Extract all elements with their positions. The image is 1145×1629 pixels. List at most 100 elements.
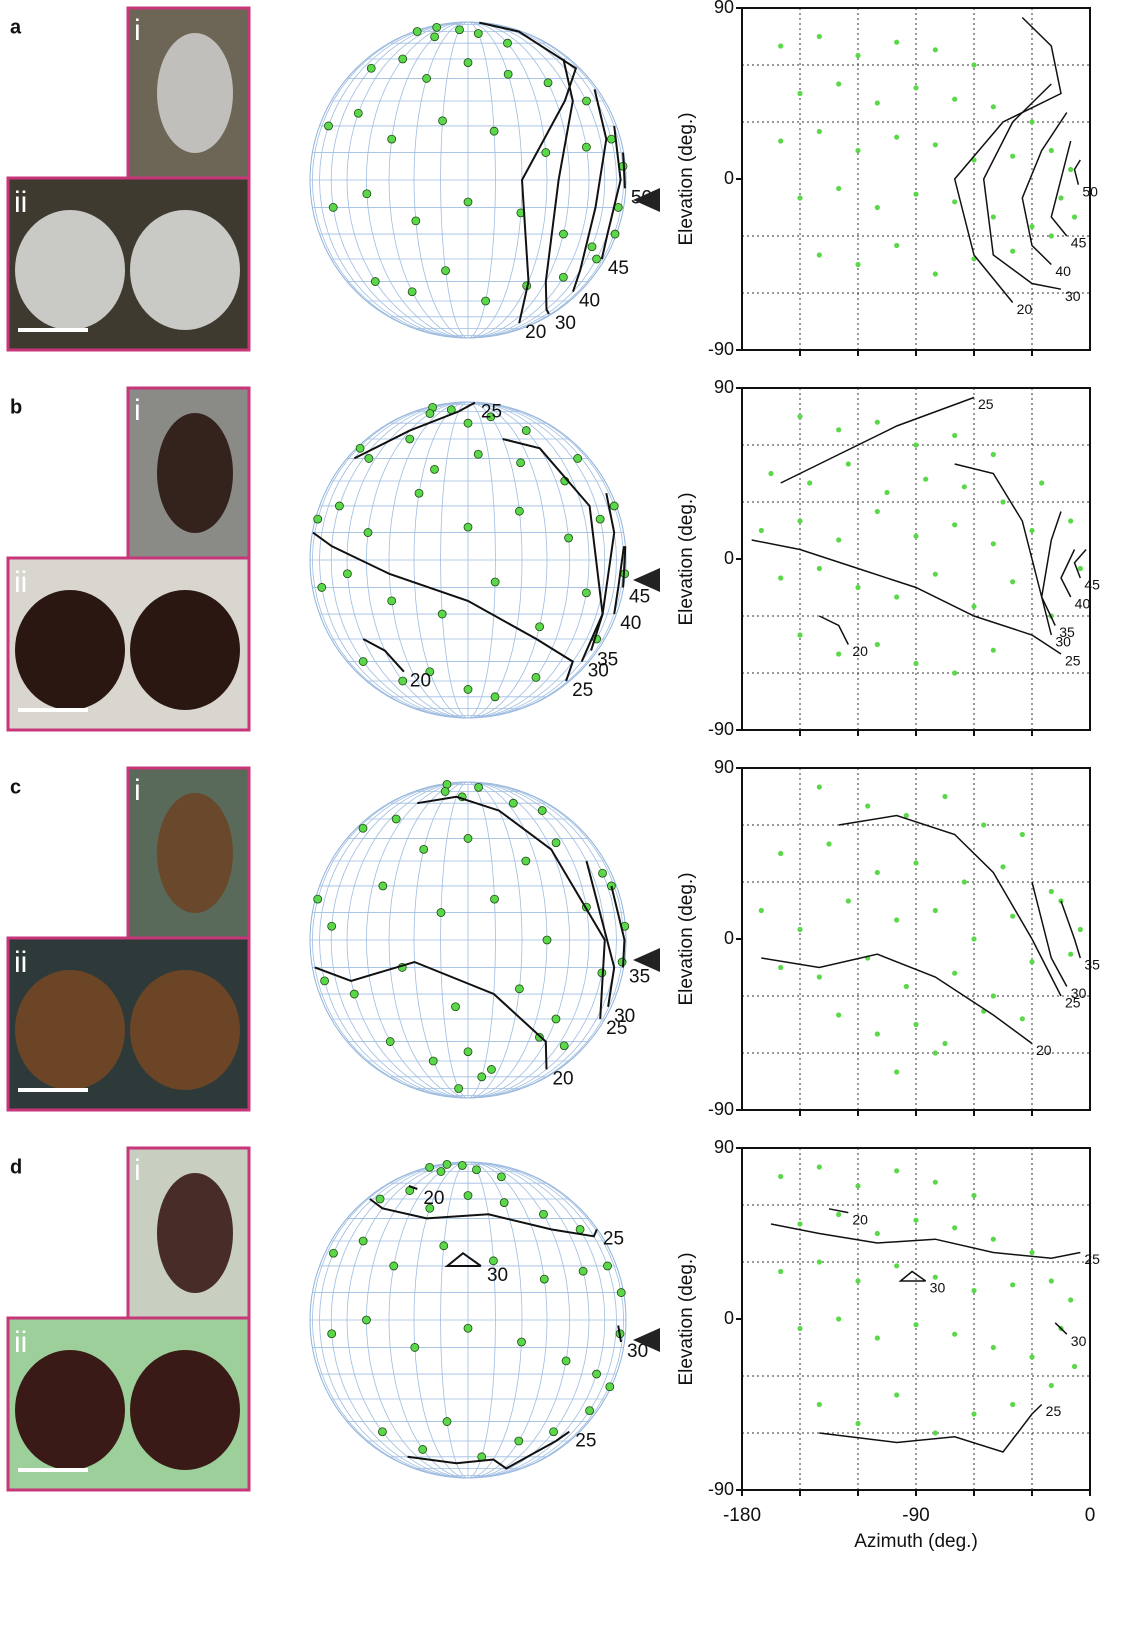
sample-point: [913, 1322, 918, 1327]
sample-point: [797, 1326, 802, 1331]
sample-point: [817, 1164, 822, 1169]
sample-point: [836, 1316, 841, 1321]
sample-point: [981, 822, 986, 827]
sample-point: [952, 1225, 957, 1230]
page: aiii2030404550-90090Elevation (deg.)2030…: [0, 0, 1145, 1629]
sample-point: [836, 537, 841, 542]
sample-point: [1010, 579, 1015, 584]
sample-point: [817, 34, 822, 39]
globe-point: [582, 589, 590, 597]
globe-point: [504, 70, 512, 78]
sample-point: [962, 484, 967, 489]
globe-point: [542, 149, 550, 157]
sample-point: [836, 427, 841, 432]
globe-point: [500, 1199, 508, 1207]
globe-point: [474, 30, 482, 38]
sample-point: [1029, 119, 1034, 124]
globe: 2525303020: [310, 1160, 648, 1478]
sample-point: [884, 490, 889, 495]
globe-contour-label: 30: [614, 1006, 635, 1027]
globe-point: [419, 1445, 427, 1453]
globe-point: [610, 502, 618, 510]
contour-line: [1032, 882, 1067, 987]
inset-label: i: [134, 774, 141, 807]
contour-label: 40: [1075, 596, 1091, 612]
globe-point: [574, 454, 582, 462]
inset-label: ii: [14, 186, 27, 219]
globe-contour-label: 20: [410, 671, 431, 692]
globe-point: [431, 465, 439, 473]
sample-point: [797, 195, 802, 200]
globe-point: [552, 839, 560, 847]
sample-point: [991, 1345, 996, 1350]
y-tick-label: 90: [714, 1137, 734, 1157]
globe-point: [586, 1407, 594, 1415]
sample-point: [797, 91, 802, 96]
contour-label: 30: [1071, 985, 1087, 1001]
globe: 25253035404520: [310, 402, 650, 718]
sample-point: [855, 53, 860, 58]
sample-point: [933, 271, 938, 276]
y-tick-label: 0: [724, 168, 734, 188]
sample-point: [797, 632, 802, 637]
contour-line: [1051, 141, 1070, 236]
sample-point: [875, 420, 880, 425]
sample-point: [1010, 249, 1015, 254]
globe-point: [438, 610, 446, 618]
sample-point: [1072, 214, 1077, 219]
globe-point: [522, 857, 530, 865]
globe-point: [439, 117, 447, 125]
eye-side: [157, 793, 233, 913]
globe-contour-label: 25: [575, 1431, 596, 1452]
sample-point: [933, 1050, 938, 1055]
globe-point: [376, 1195, 384, 1203]
globe-point: [504, 39, 512, 47]
globe-point: [515, 507, 523, 515]
x-tick-label: -90: [902, 1505, 929, 1526]
figure: aiii2030404550-90090Elevation (deg.)2030…: [0, 0, 1145, 1629]
contour-label: 35: [1059, 624, 1075, 640]
sample-point: [875, 1231, 880, 1236]
sample-point: [991, 648, 996, 653]
sample-point: [1049, 148, 1054, 153]
sample-point: [1078, 927, 1083, 932]
globe-point: [582, 143, 590, 151]
sample-point: [991, 541, 996, 546]
eye-right: [130, 970, 240, 1090]
globe-point: [443, 1418, 451, 1426]
globe-point: [379, 882, 387, 890]
sample-point: [991, 993, 996, 998]
x-axis-label: Azimuth (deg.): [854, 1531, 978, 1552]
sample-point: [759, 528, 764, 533]
globe-point: [604, 1262, 612, 1270]
globe-point: [359, 824, 367, 832]
globe-point: [478, 1073, 486, 1081]
panel-letter: b: [10, 396, 22, 418]
sample-point: [817, 974, 822, 979]
globe-point: [335, 502, 343, 510]
sample-point: [875, 509, 880, 514]
globe-contour-label: 40: [620, 613, 641, 634]
globe-point: [539, 1210, 547, 1218]
sample-point: [971, 1288, 976, 1293]
globe-point: [343, 570, 351, 578]
sample-point: [817, 252, 822, 257]
sample-point: [1029, 959, 1034, 964]
y-tick-label: -90: [708, 339, 734, 359]
globe-point: [321, 977, 329, 985]
globe-point: [560, 1042, 568, 1050]
globe-point: [329, 203, 337, 211]
globe-point: [431, 33, 439, 41]
eye-side: [157, 413, 233, 533]
globe-point: [515, 985, 523, 993]
contour-line: [1075, 160, 1081, 185]
contour-line: [1055, 1323, 1067, 1334]
contour-label: 25: [1046, 1403, 1062, 1419]
eye-left: [15, 210, 125, 330]
sample-point: [836, 1212, 841, 1217]
sample-point: [952, 433, 957, 438]
sample-point: [875, 870, 880, 875]
globe-point: [532, 673, 540, 681]
globe-point: [442, 267, 450, 275]
